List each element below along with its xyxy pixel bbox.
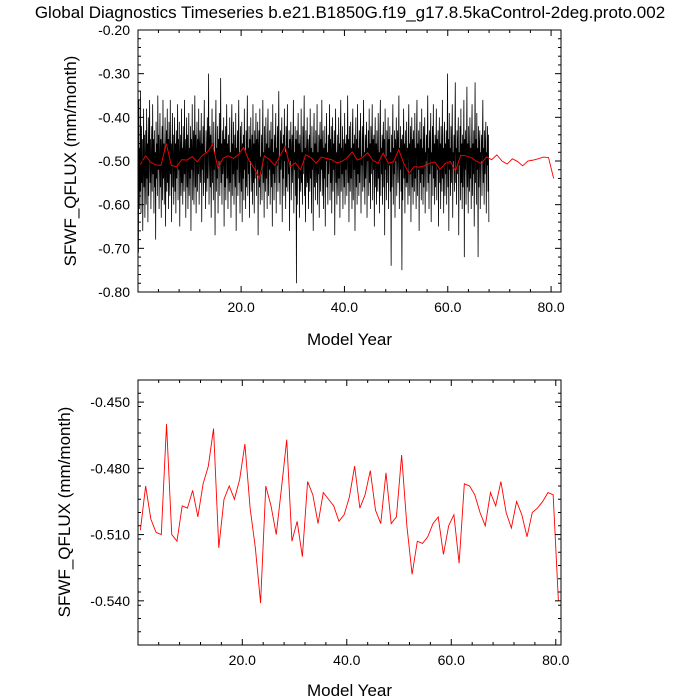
x-tick-label: 60.0 <box>434 299 461 315</box>
series-line-annual-mean <box>139 424 559 604</box>
x-tick-label: 20.0 <box>227 299 254 315</box>
y-tick-label: -0.510 <box>90 527 130 543</box>
top-plot-series <box>137 73 555 284</box>
y-tick-label: -0.540 <box>90 593 130 609</box>
bottom-plot-series <box>139 424 559 604</box>
x-tick-label: 80.0 <box>542 652 569 668</box>
bottom-plot-ticks: 20.0 40.0 60.0 80.0 -0.540 -0.510 -0.480 -0.450 <box>90 379 570 668</box>
y-tick-label: -0.70 <box>98 240 130 256</box>
top-plot-ticks: 20.0 40.0 60.0 80.0 -0.80 -0.70 -0.60 -0.50 -0.4… <box>98 22 565 315</box>
x-tick-label: 40.0 <box>331 299 358 315</box>
bottom-x-axis-label: Model Year <box>307 681 392 700</box>
bottom-plot: 20.0 40.0 60.0 80.0 -0.540 -0.510 -0.480 -0.450… <box>55 379 570 700</box>
x-tick-label: 40.0 <box>333 652 360 668</box>
top-x-axis-label: Model Year <box>307 330 392 349</box>
y-tick-label: -0.20 <box>98 22 130 38</box>
series-line-annual-mean <box>139 143 555 181</box>
x-tick-label: 60.0 <box>438 652 465 668</box>
y-tick-label: -0.50 <box>98 153 130 169</box>
y-tick-label: -0.30 <box>98 66 130 82</box>
y-tick-label: -0.40 <box>98 109 130 125</box>
x-tick-label: 20.0 <box>229 652 256 668</box>
top-plot: 20.0 40.0 60.0 80.0 -0.80 -0.70 -0.60 -0.50 -0.4… <box>61 22 565 349</box>
y-tick-label: -0.450 <box>90 394 130 410</box>
series-line-monthly <box>137 73 490 284</box>
y-tick-label: -0.60 <box>98 197 130 213</box>
y-tick-label: -0.480 <box>90 460 130 476</box>
x-tick-label: 80.0 <box>537 299 564 315</box>
chart-title: Global Diagnostics Timeseries b.e21.B185… <box>35 3 665 22</box>
bottom-plot-frame <box>137 379 562 646</box>
top-y-axis-label: SFWF_QFLUX (mm/month) <box>61 56 80 267</box>
y-tick-label: -0.80 <box>98 284 130 300</box>
bottom-y-axis-label: SFWF_QFLUX (mm/month) <box>55 407 74 618</box>
